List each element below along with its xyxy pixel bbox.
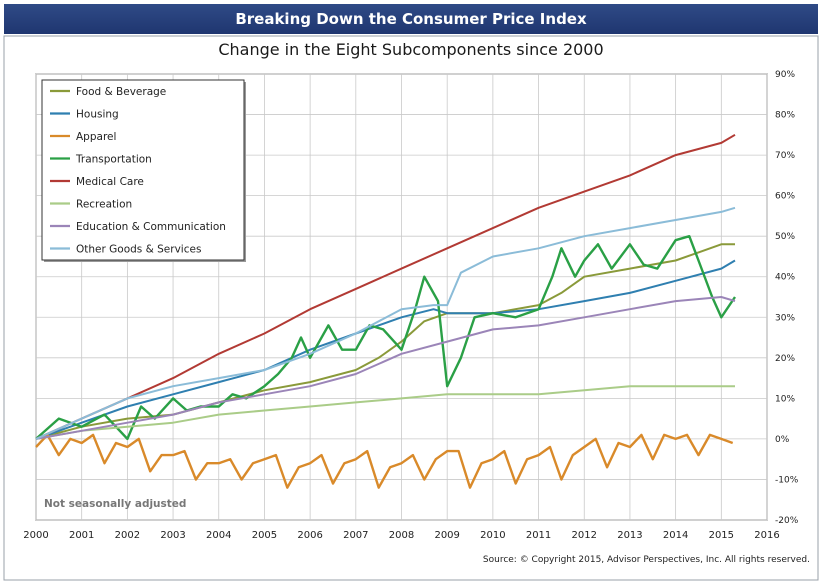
x-tick-label: 2007	[343, 530, 368, 541]
legend-label: Food & Beverage	[76, 86, 166, 98]
legend-label: Education & Communication	[76, 221, 226, 233]
x-tick-label: 2000	[23, 530, 48, 541]
page-title: Breaking Down the Consumer Price Index	[4, 4, 818, 34]
y-tick-label: 30%	[775, 313, 795, 323]
series-line-recreation	[35, 385, 735, 440]
series-line-housing	[35, 259, 736, 440]
x-tick-label: 2015	[709, 530, 734, 541]
y-tick-label: -10%	[775, 475, 799, 485]
legend-label: Transportation	[75, 154, 152, 166]
legend-label: Medical Care	[76, 176, 144, 188]
series-line-education-communication	[35, 296, 736, 440]
chart-title: Change in the Eight Subcomponents since …	[218, 40, 604, 59]
figure-border	[3, 35, 819, 581]
x-tick-label: 2012	[572, 530, 597, 541]
x-tick-label: 2004	[206, 530, 231, 541]
y-tick-label: 60%	[775, 192, 795, 202]
y-tick-label: -20%	[775, 516, 799, 526]
source-note: Source: © Copyright 2015, Advisor Perspe…	[482, 555, 810, 565]
x-tick-label: 2003	[160, 530, 185, 541]
y-tick-label: 40%	[775, 273, 795, 283]
series-line-other-goods-services	[35, 206, 736, 440]
y-tick-label: 90%	[775, 70, 795, 80]
y-tick-label: 10%	[775, 394, 795, 404]
y-tick-label: 0%	[775, 435, 790, 445]
x-tick-label: 2008	[389, 530, 414, 541]
y-tick-label: 20%	[775, 354, 795, 364]
x-tick-label: 2002	[115, 530, 140, 541]
x-tick-label: 2016	[754, 530, 779, 541]
x-tick-label: 2013	[617, 530, 642, 541]
x-tick-label: 2011	[526, 530, 551, 541]
legend-label: Other Goods & Services	[76, 244, 201, 256]
x-tick-label: 2014	[663, 530, 688, 541]
x-tick-label: 2005	[252, 530, 277, 541]
legend-label: Recreation	[76, 199, 132, 211]
y-tick-label: 80%	[775, 111, 795, 121]
legend-label: Housing	[76, 109, 119, 121]
y-tick-label: 70%	[775, 151, 795, 161]
x-tick-label: 2006	[297, 530, 322, 541]
legend-box	[41, 79, 245, 261]
x-tick-label: 2010	[480, 530, 505, 541]
y-tick-label: 50%	[775, 232, 795, 242]
legend-label: Apparel	[76, 131, 116, 143]
annotation-text: Not seasonally adjusted	[44, 498, 186, 510]
series-line-medical-care	[35, 133, 736, 440]
x-tick-label: 2001	[69, 530, 94, 541]
x-tick-label: 2009	[434, 530, 459, 541]
series-line-apparel	[35, 433, 734, 489]
series-line-transportation	[35, 234, 736, 441]
